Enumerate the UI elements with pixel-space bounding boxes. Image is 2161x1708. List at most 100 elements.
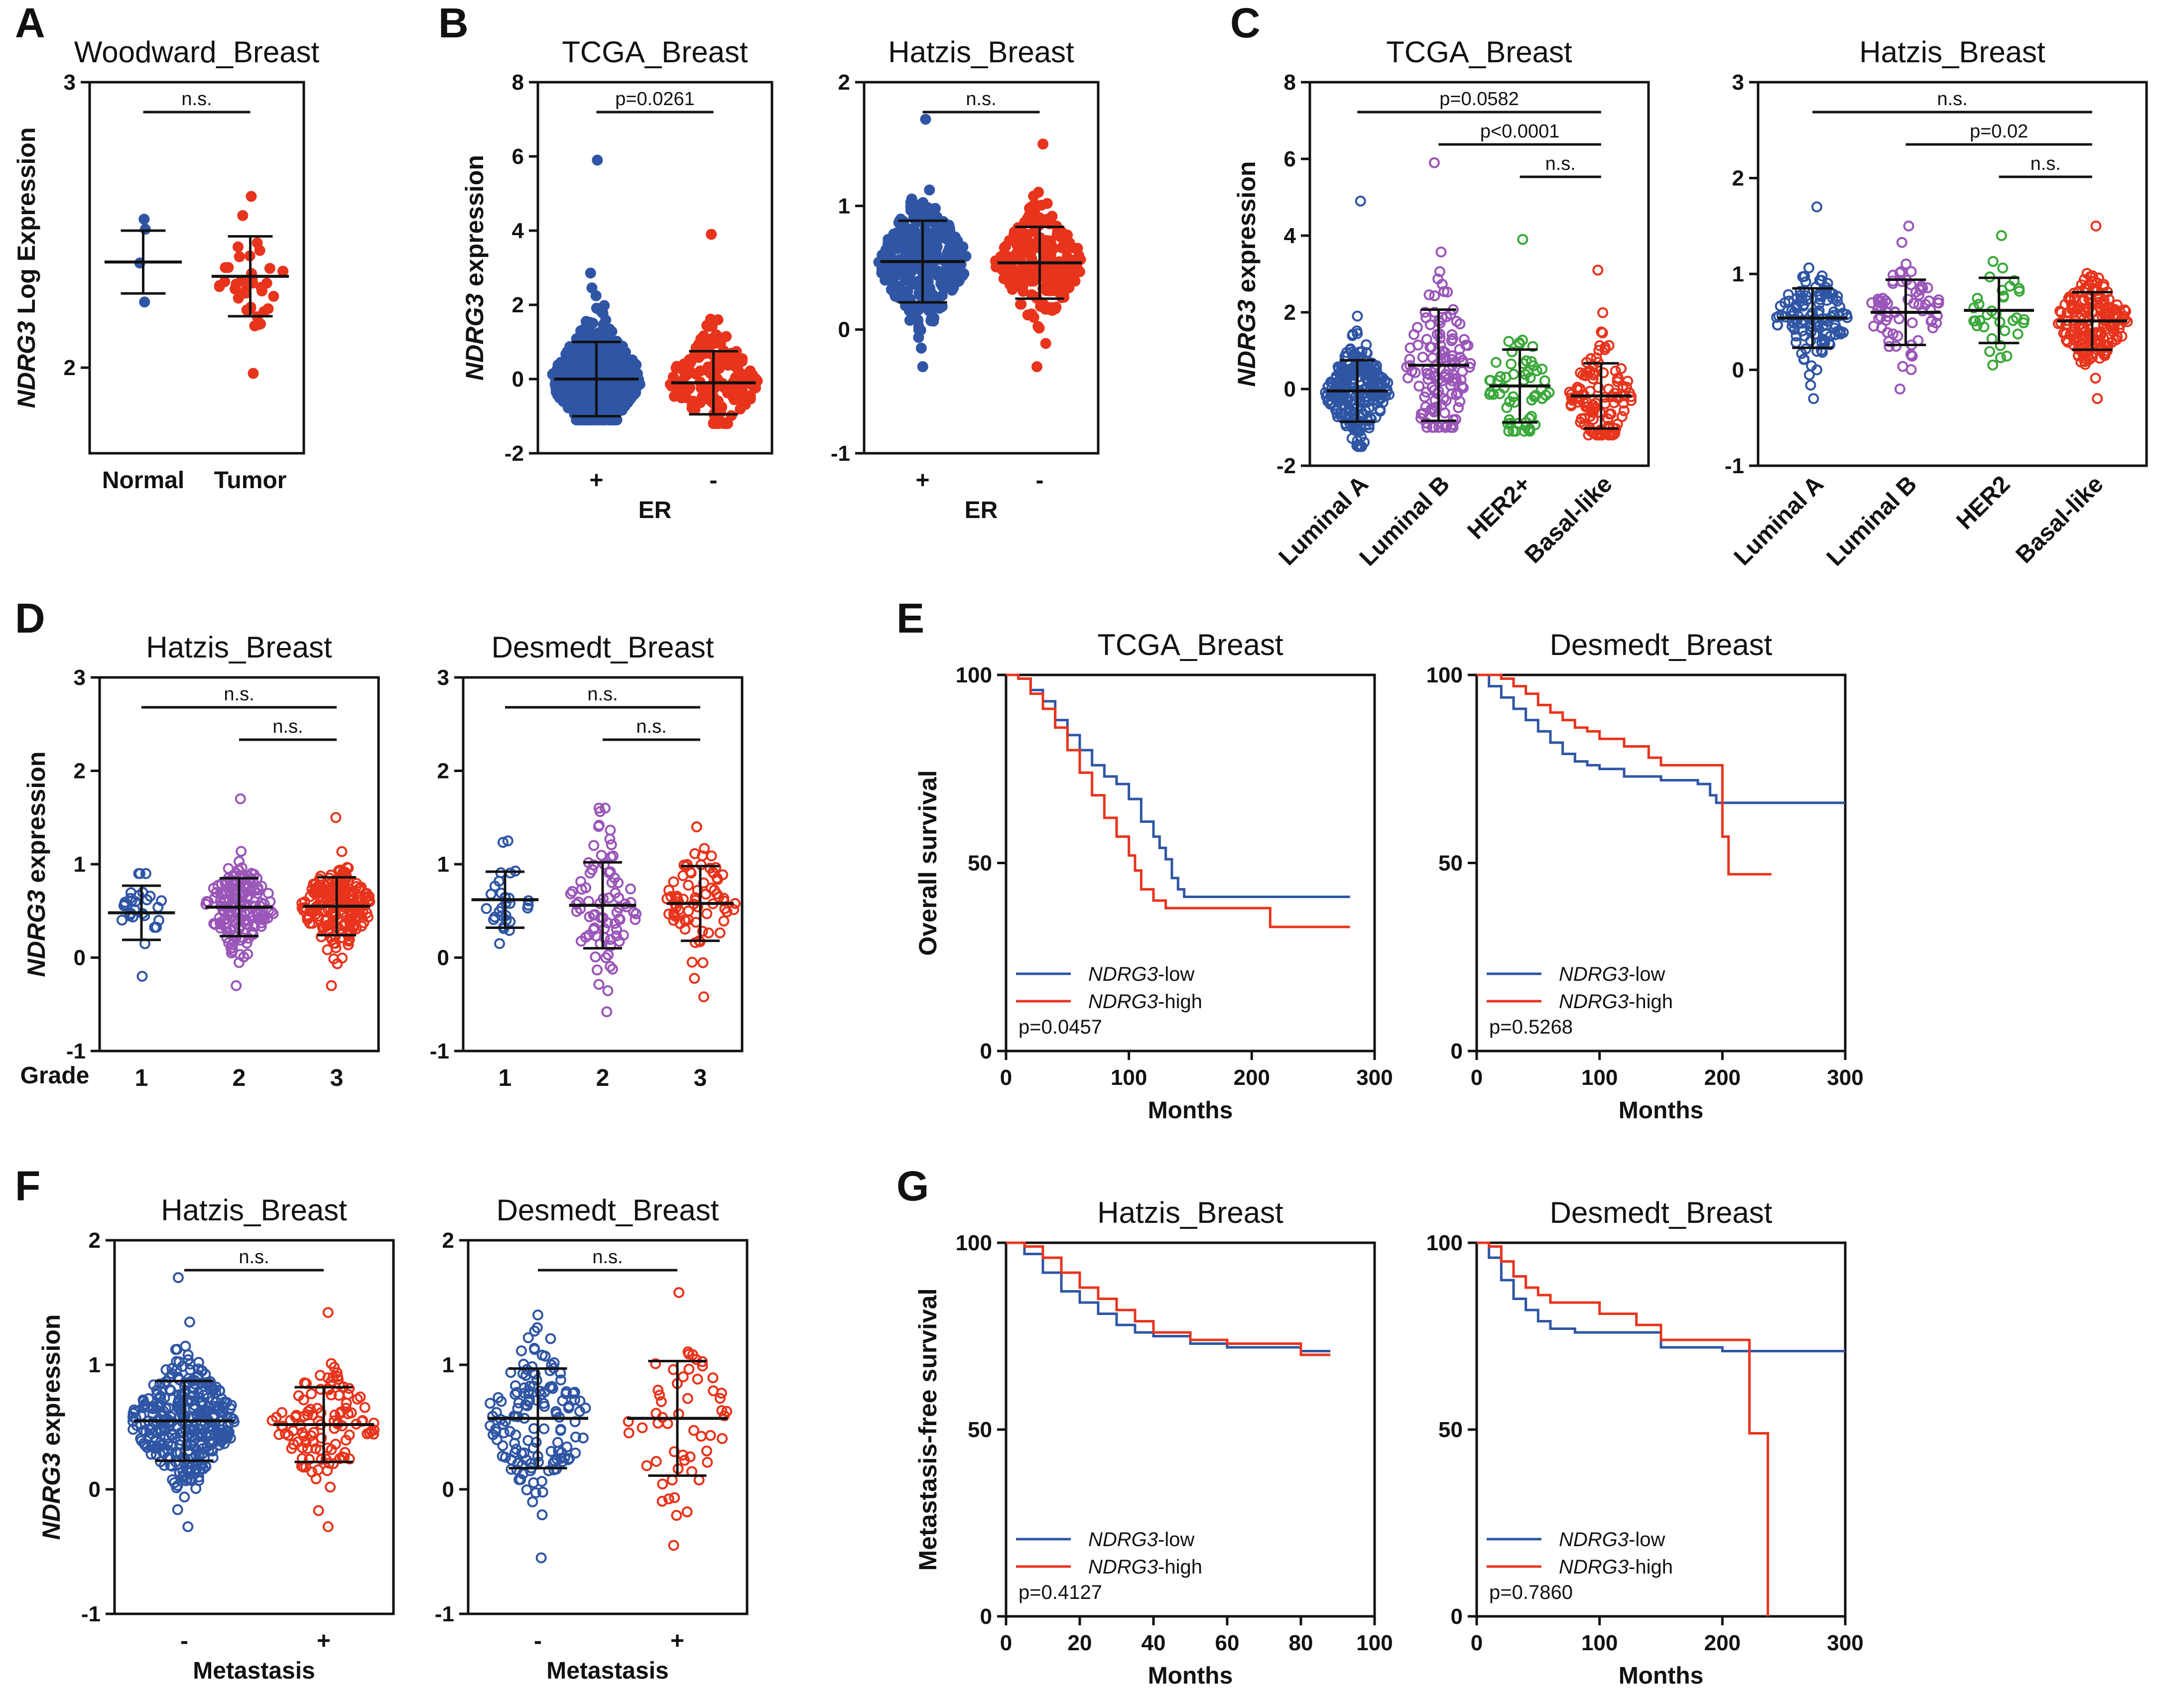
data-point xyxy=(2007,315,2019,326)
data-point xyxy=(1583,429,1594,441)
x-tick-label: 100 xyxy=(1111,1065,1147,1090)
x-tick-label: 60 xyxy=(1215,1631,1240,1655)
y-axis-label: NDRG3 expression xyxy=(37,1314,65,1540)
data-point xyxy=(1501,402,1513,413)
x-tick-label: 0 xyxy=(1471,1631,1483,1655)
significance-label: n.s. xyxy=(2031,153,2061,174)
data-point xyxy=(356,894,368,905)
data-point xyxy=(1972,292,1983,304)
y-tick-label: 1 xyxy=(442,1353,454,1377)
data-point xyxy=(327,1372,339,1383)
data-point xyxy=(600,802,611,814)
data-point xyxy=(580,1402,591,1414)
y-axis-label-gene: NDRG3 xyxy=(22,890,50,977)
data-point xyxy=(496,1396,507,1407)
data-point xyxy=(750,382,762,394)
data-point xyxy=(2109,324,2120,335)
legend-entry: NDRG3-high xyxy=(1559,1556,1673,1578)
data-point xyxy=(184,1316,195,1328)
data-point xyxy=(298,1394,309,1406)
data-point xyxy=(185,1364,196,1376)
data-point xyxy=(1974,315,1986,326)
data-point xyxy=(1033,322,1045,334)
data-point xyxy=(148,1403,159,1414)
data-point xyxy=(138,214,150,225)
data-point xyxy=(236,846,247,857)
data-point xyxy=(1446,388,1458,399)
data-point xyxy=(325,869,337,881)
data-point xyxy=(2090,220,2102,232)
data-point xyxy=(1531,365,1542,377)
data-point xyxy=(208,1385,219,1396)
data-point xyxy=(1059,239,1071,250)
data-point xyxy=(706,850,717,862)
data-point xyxy=(1803,369,1815,381)
data-point xyxy=(522,1435,534,1446)
data-point xyxy=(343,1389,354,1400)
y-tick-label: -1 xyxy=(1725,454,1744,478)
data-point xyxy=(1415,408,1427,419)
y-tick-label: 3 xyxy=(64,70,76,95)
legend-gene: NDRG3 xyxy=(1559,991,1629,1013)
data-point xyxy=(247,928,258,939)
data-point xyxy=(1572,382,1583,393)
data-point xyxy=(561,1441,573,1452)
data-point xyxy=(655,1396,667,1407)
chart-title: Hatzis_Breast xyxy=(1097,1196,1283,1229)
data-point xyxy=(1355,195,1366,207)
data-point xyxy=(139,1440,151,1451)
data-point xyxy=(1901,258,1912,269)
data-point xyxy=(306,1466,318,1478)
data-point xyxy=(241,937,253,949)
x-category-label: Basal-like xyxy=(2011,471,2109,568)
data-point xyxy=(611,923,622,935)
significance-label: n.s. xyxy=(1545,153,1576,174)
y-axis-label-gene: NDRG3 xyxy=(1233,299,1261,387)
data-point xyxy=(150,1434,162,1445)
x-tick-label: 0 xyxy=(1000,1631,1012,1655)
data-point xyxy=(316,1453,327,1465)
data-point xyxy=(731,354,743,365)
data-point xyxy=(671,1510,682,1521)
x-tick-label: 0 xyxy=(1471,1065,1483,1090)
significance-label: n.s. xyxy=(239,1247,269,1268)
data-point xyxy=(1808,393,1819,404)
data-point xyxy=(515,1345,527,1357)
panel-label: D xyxy=(15,595,45,642)
data-point xyxy=(1412,339,1424,351)
data-point xyxy=(545,1333,556,1344)
data-point xyxy=(1539,375,1550,387)
data-point xyxy=(1790,337,1802,348)
data-point xyxy=(677,1371,689,1383)
data-point xyxy=(1602,413,1614,424)
data-point xyxy=(575,935,587,947)
y-axis-label-rest: expression xyxy=(1233,161,1261,300)
data-point xyxy=(198,1390,209,1401)
data-point xyxy=(173,1356,185,1368)
y-tick-label: 0 xyxy=(1451,1039,1463,1063)
data-point xyxy=(129,1406,141,1418)
legend-entry: NDRG3-high xyxy=(1559,991,1673,1013)
y-tick-label: -1 xyxy=(66,1039,86,1063)
data-point xyxy=(1527,341,1538,352)
x-tick-label: 300 xyxy=(1356,1065,1393,1090)
data-point xyxy=(928,315,939,327)
data-point xyxy=(252,237,263,249)
data-point xyxy=(1786,305,1797,316)
data-point xyxy=(547,1383,558,1394)
data-point xyxy=(887,277,898,288)
data-point xyxy=(1894,384,1906,394)
data-point xyxy=(631,359,642,371)
data-point xyxy=(588,840,600,851)
data-point xyxy=(497,1450,508,1462)
chart-title: Hatzis_Breast xyxy=(1859,35,2045,69)
y-tick-label: 1 xyxy=(89,1353,101,1377)
data-point xyxy=(1063,277,1075,288)
chart-D1: Hatzis_Breast D -1 0 1 2 3 NDRG3 expression 1 2 3 G… xyxy=(15,595,380,1091)
data-point xyxy=(510,1429,521,1441)
data-point xyxy=(2001,350,2013,362)
significance-label: n.s. xyxy=(181,89,212,110)
data-point xyxy=(529,1344,540,1355)
data-point xyxy=(1504,396,1516,407)
data-point xyxy=(1439,347,1451,358)
